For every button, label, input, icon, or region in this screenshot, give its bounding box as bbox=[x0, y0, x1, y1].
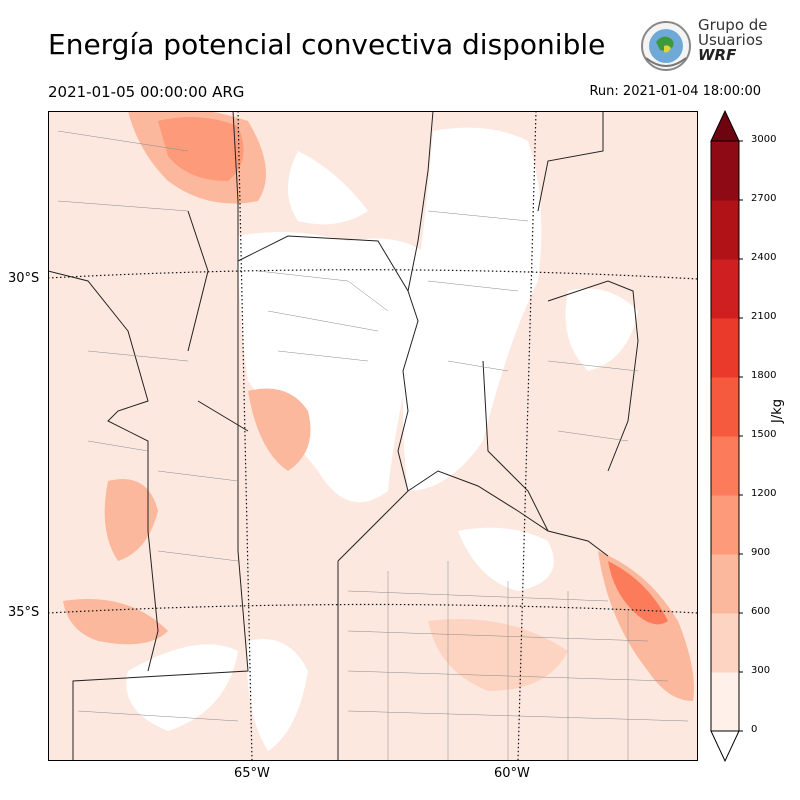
colorbar-bin bbox=[711, 554, 739, 614]
map-frame bbox=[48, 111, 698, 761]
colorbar-tick-label: 900 bbox=[751, 547, 771, 558]
colorbar: 0 300 600 900 1200 1500 1800 2100 2400 2700 3000 bbox=[705, 108, 795, 768]
globe-icon bbox=[641, 21, 691, 71]
cape-map bbox=[48, 111, 698, 761]
colorbar-extend-max bbox=[710, 109, 740, 142]
lat-label-30s: 30°S bbox=[8, 271, 40, 286]
lon-label-65w: 65°W bbox=[234, 766, 270, 781]
logo-line-3: WRF bbox=[698, 46, 737, 64]
colorbar-bin bbox=[711, 200, 739, 260]
colorbar-tick-label: 2700 bbox=[751, 193, 777, 204]
colorbar-tick-label: 2100 bbox=[751, 311, 777, 322]
lat-label-35s: 35°S bbox=[8, 605, 40, 620]
wrf-logo: Grupo de Usuarios WRF bbox=[638, 16, 768, 76]
colorbar-bin bbox=[711, 495, 739, 555]
lon-label-60w: 60°W bbox=[494, 766, 530, 781]
colorbar-bin bbox=[711, 613, 739, 673]
colorbar-tick-label: 600 bbox=[751, 606, 771, 617]
colorbar-extend-min bbox=[710, 730, 740, 763]
province-boundaries bbox=[48, 111, 639, 761]
logo-line-2: Usuarios bbox=[698, 31, 763, 49]
colorbar-tick-label: 1800 bbox=[751, 370, 777, 381]
colorbar-tick-label: 300 bbox=[751, 665, 771, 676]
run-time: Run: 2021-01-04 18:00:00 bbox=[589, 84, 761, 99]
colorbar-tick-label: 2400 bbox=[751, 252, 777, 263]
logo-line-1: Grupo de bbox=[698, 16, 768, 34]
colorbar-bin bbox=[711, 436, 739, 496]
colorbar-tick-label: 3000 bbox=[751, 134, 777, 145]
colorbar-bin bbox=[711, 141, 739, 201]
colorbar-bin bbox=[711, 259, 739, 319]
map-title: Energía potencial convectiva disponible bbox=[48, 28, 606, 61]
department-boundaries bbox=[57, 130, 689, 761]
valid-time: 2021-01-05 00:00:00 ARG bbox=[48, 83, 245, 101]
colorbar-bin bbox=[711, 318, 739, 378]
colorbar-unit: J/kg bbox=[770, 399, 785, 423]
colorbar-tick-label: 1200 bbox=[751, 488, 777, 499]
colorbar-scale bbox=[710, 109, 743, 763]
graticule bbox=[48, 111, 698, 761]
cape-field bbox=[63, 111, 694, 751]
colorbar-tick-label: 0 bbox=[751, 724, 758, 735]
colorbar-bin bbox=[711, 377, 739, 437]
colorbar-bin bbox=[711, 672, 739, 732]
colorbar-tick-label: 1500 bbox=[751, 429, 777, 440]
